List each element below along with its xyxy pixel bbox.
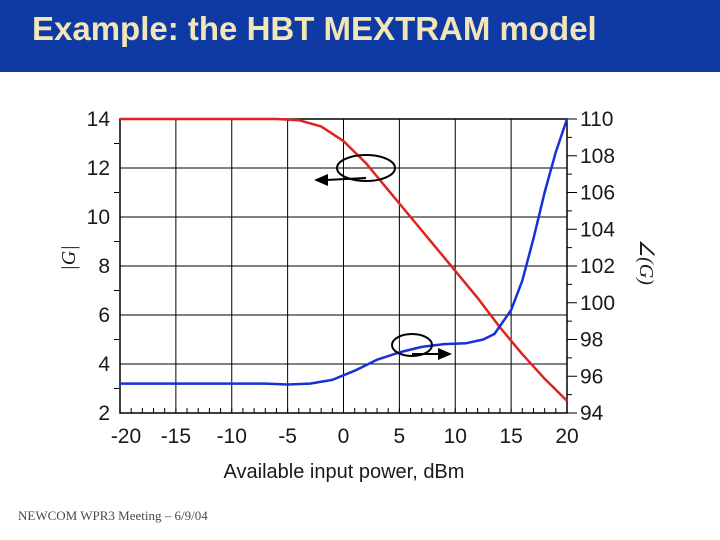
y-left-tick-label: 2 — [98, 402, 110, 425]
x-tick-label: -10 — [217, 425, 247, 448]
y-left-axis-label: |G| — [58, 245, 80, 270]
y-right-tick-label: 106 — [580, 182, 615, 205]
y-right-tick-labels: 94 96 98 100 102 104 106 108 110 — [580, 108, 615, 425]
x-tick-labels: -20 -15 -10 -5 0 5 10 15 20 — [111, 425, 579, 448]
grid — [119, 118, 568, 414]
y-right-tick-label: 104 — [580, 218, 615, 241]
x-tick-label: 0 — [338, 425, 350, 448]
y-right-tick-label: 100 — [580, 292, 615, 315]
x-tick-label: 20 — [555, 425, 578, 448]
annotations — [314, 154, 452, 360]
y-left-tick-label: 4 — [98, 353, 110, 376]
y-left-tick-label: 10 — [87, 206, 110, 229]
y-right-tick-label: 108 — [580, 145, 615, 168]
x-tick-label: -5 — [278, 425, 297, 448]
annotation-arrow-magnitude — [325, 177, 367, 181]
annotation-ellipse-phase — [391, 333, 433, 357]
title-bar: Example: the HBT MEXTRAM model — [0, 0, 720, 72]
footer-text: NEWCOM WPR3 Meeting – 6/9/04 — [18, 508, 208, 523]
plot-frame — [119, 118, 568, 414]
y-right-axis-label: ∠(G) — [635, 239, 657, 285]
y-right-tick-label: 98 — [580, 329, 603, 352]
annotation-ellipse-magnitude — [336, 154, 396, 182]
x-tick-label: 10 — [444, 425, 467, 448]
y-right-tick-label: 102 — [580, 255, 615, 278]
slide-title: Example: the HBT MEXTRAM model — [32, 10, 597, 47]
y-left-tick-label: 6 — [98, 304, 110, 327]
x-tick-label: 5 — [394, 425, 406, 448]
x-axis-label: Available input power, dBm — [224, 461, 465, 483]
annotation-arrowhead-magnitude — [314, 174, 328, 186]
y-right-tick-label: 96 — [580, 365, 603, 388]
y-right-tick-label: 110 — [580, 108, 613, 131]
annotation-arrowhead-phase — [438, 348, 452, 360]
y-left-tick-labels: 2 4 6 8 10 12 14 — [87, 108, 111, 425]
y-left-tick-label: 12 — [87, 157, 110, 180]
y-left-tick-label: 14 — [87, 108, 111, 131]
y-right-tick-label: 94 — [580, 402, 604, 425]
series-line-magnitude — [120, 117, 568, 402]
y-left-tick-label: 8 — [98, 255, 110, 278]
x-tick-label: 15 — [499, 425, 522, 448]
x-tick-label: -15 — [161, 425, 191, 448]
x-tick-label: -20 — [111, 425, 141, 448]
